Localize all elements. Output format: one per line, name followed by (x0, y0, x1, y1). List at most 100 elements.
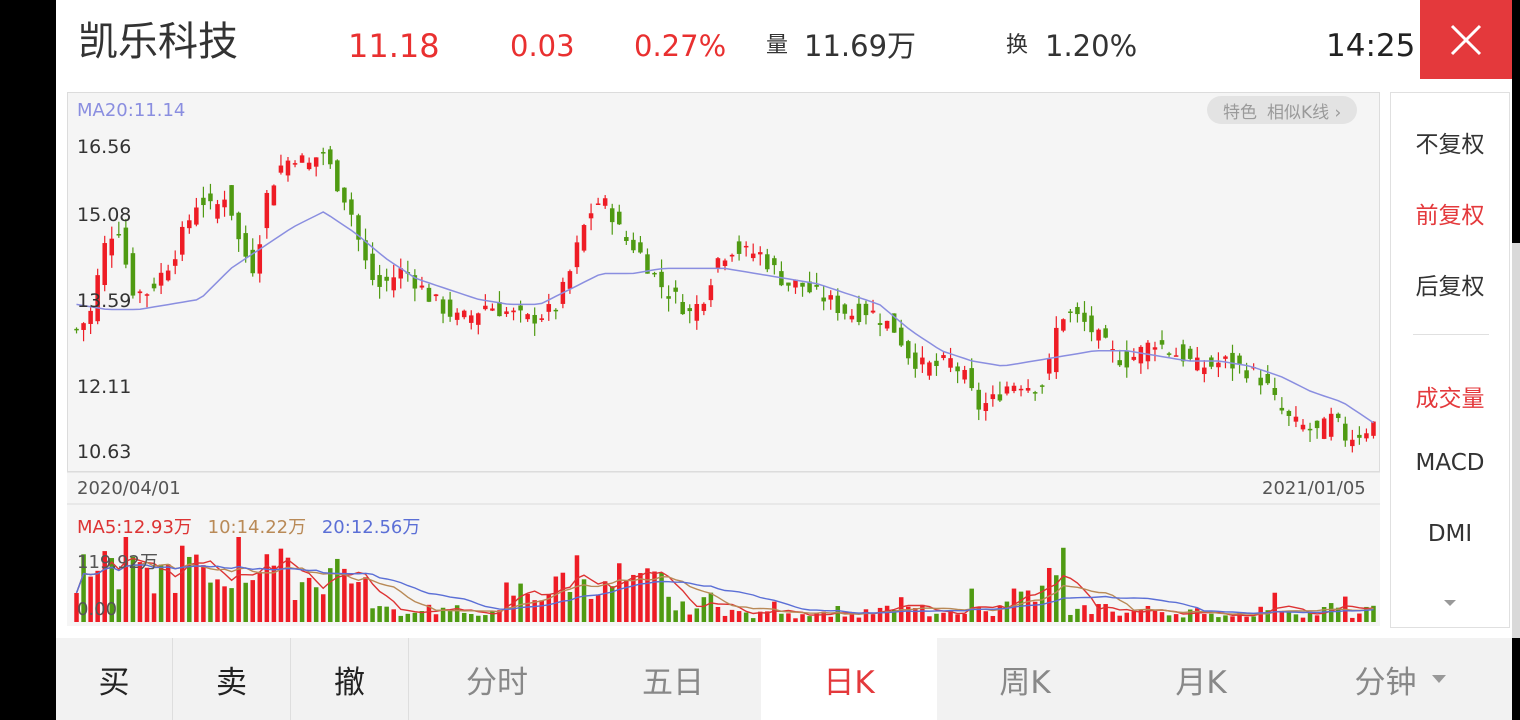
volume-bar (151, 593, 157, 622)
candle-body (257, 244, 263, 274)
candle-body (581, 225, 587, 251)
candle-body (701, 303, 707, 311)
volume-bar (1286, 610, 1292, 622)
tab-daily-k[interactable]: 日K (761, 638, 937, 720)
volume-bar (701, 597, 707, 622)
tab-intraday[interactable]: 分时 (466, 664, 528, 701)
volume-bar (906, 606, 911, 622)
candle-body (250, 249, 255, 274)
candle-body (1159, 340, 1165, 345)
volume-bar (144, 567, 150, 622)
menu-backward-adjust[interactable]: 后复权 (1415, 274, 1485, 300)
volume-bar (638, 573, 643, 622)
tab-five-day[interactable]: 五日 (642, 664, 704, 701)
candle-body (461, 310, 467, 318)
candle-body (483, 305, 488, 310)
buy-button[interactable]: 买 (56, 638, 172, 720)
volume-bar (595, 594, 601, 622)
candle-body (1054, 327, 1059, 373)
menu-no-adjust[interactable]: 不复权 (1415, 132, 1485, 158)
volume-bar (609, 586, 615, 622)
indicator-menu: 不复权 前复权 后复权 成交量 MACD DMI (1390, 92, 1510, 628)
kline-chart[interactable]: MA20:11.14 特色 相似K线 › 16.56 15.08 13.59 1… (67, 92, 1380, 626)
volume-label: 量 (766, 33, 789, 58)
candle-body (525, 314, 530, 320)
candle-body (264, 192, 270, 229)
volume-bar (1138, 609, 1144, 622)
menu-forward-adjust[interactable]: 前复权 (1415, 203, 1485, 229)
candle-body (645, 254, 650, 274)
volume-bar (1223, 615, 1228, 622)
cancel-order-button[interactable]: 撤 (291, 638, 408, 720)
volume-bar (1068, 614, 1073, 622)
candle-body (1307, 428, 1313, 431)
candle-body (426, 287, 432, 302)
divider (408, 638, 409, 720)
volume-bar (342, 568, 347, 622)
candle-body (236, 212, 241, 240)
menu-dmi[interactable]: DMI (1427, 521, 1473, 547)
candle-body (158, 272, 164, 286)
candle-body (877, 323, 883, 325)
candle-body (476, 313, 481, 325)
candle-body (708, 285, 714, 301)
volume-bar (1300, 617, 1306, 622)
volume-bar (750, 618, 756, 622)
tab-minute[interactable]: 分钟 (1289, 638, 1512, 720)
tab-weekly-k[interactable]: 周K (999, 664, 1051, 701)
candle-body (440, 299, 446, 314)
volume-bar (652, 571, 657, 622)
volume-bar (1089, 614, 1094, 622)
similar-kline-button[interactable]: 特色 相似K线 › (1207, 96, 1358, 124)
candle-body (814, 284, 819, 287)
volume-bar (1314, 615, 1320, 622)
volume-bar (433, 614, 439, 622)
candle-body (1018, 388, 1024, 391)
volume-bar (772, 601, 777, 622)
candle-body (898, 327, 904, 346)
candle-body (1237, 355, 1242, 364)
volume-bar (1244, 616, 1249, 622)
candle-body (1300, 424, 1306, 430)
volume-bar (757, 611, 763, 622)
candle-body (1124, 350, 1130, 368)
candle-body (976, 389, 982, 410)
sell-button[interactable]: 卖 (173, 638, 290, 720)
candle-body (588, 213, 594, 219)
candle-body (1103, 328, 1108, 338)
candle-body (1314, 420, 1320, 429)
candle-body (1265, 373, 1271, 384)
volume-bar (870, 614, 876, 622)
volume-bar (313, 587, 319, 622)
volume-bar (419, 611, 425, 622)
menu-volume[interactable]: 成交量 (1415, 386, 1485, 412)
volume-bar (208, 582, 213, 622)
candle-body (243, 233, 248, 257)
volume-tick-bottom: 0.00 (77, 599, 118, 620)
volume-bar (1202, 614, 1207, 622)
scroll-indicator (1512, 243, 1520, 638)
candle-body (546, 304, 552, 312)
menu-divider (1413, 334, 1489, 335)
candle-body (1082, 312, 1087, 322)
similar-kline-label: 相似K线 › (1267, 102, 1342, 123)
volume-bar (835, 606, 841, 622)
candle-body (490, 308, 495, 311)
candle-body (292, 163, 298, 165)
candle-body (1089, 315, 1094, 333)
volume-bar (384, 606, 389, 622)
volume-bar (1237, 612, 1242, 622)
candle-body (652, 272, 657, 275)
volume-bar (539, 600, 544, 622)
candle-body (828, 295, 833, 300)
menu-macd[interactable]: MACD (1415, 450, 1485, 476)
candle-body (179, 226, 185, 255)
divider (172, 638, 173, 720)
close-button[interactable] (1420, 0, 1512, 79)
candle-body (595, 203, 601, 205)
menu-more-button[interactable] (1391, 588, 1509, 614)
volume-bar (250, 580, 255, 622)
volume-bar (955, 614, 960, 622)
date-end: 2021/01/05 (1262, 478, 1366, 499)
tab-monthly-k[interactable]: 月K (1175, 664, 1227, 701)
